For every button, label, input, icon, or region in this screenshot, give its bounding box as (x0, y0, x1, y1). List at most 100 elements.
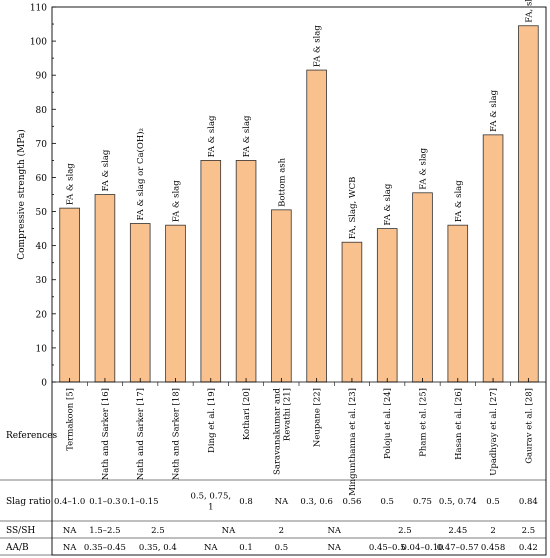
table-row-label: SS/SH (6, 526, 35, 536)
reference-label: Termakoon [5] (66, 388, 76, 451)
bar-annotation: FA & slag (66, 163, 76, 205)
reference-label-group: Ding et al. [19] (207, 388, 217, 453)
bar (341, 241, 363, 383)
bar-annotation: Bottom ash (277, 157, 287, 207)
reference-label: Mingunthanna et al. [23] (348, 388, 358, 496)
table-cell: 0.45–0.5 (369, 543, 406, 553)
table-cell: 0.4–1.0 (54, 497, 85, 507)
bar (306, 69, 327, 383)
reference-label: Nath and Sarker [16] (101, 388, 111, 480)
reference-label: Nath and Sarker [18] (172, 388, 182, 480)
reference-label-group: Gaurav et al. [28] (524, 388, 534, 464)
table-row-label: AA/B (5, 543, 29, 553)
bar (376, 228, 398, 383)
y-tick-label: 10 (36, 344, 48, 354)
table-cell: NA (204, 543, 218, 553)
bar-chart: FA & slag FA & slag FA & slag or Ca(OH)₂ FA… (16, 0, 547, 556)
bar (200, 160, 222, 383)
table-cell: 0.1 (239, 543, 253, 553)
table-cell: 0.5, 0.75, (191, 492, 232, 502)
reference-label: Kothari [20] (242, 388, 252, 440)
bar (94, 194, 116, 383)
table-cell: 0.5 (380, 497, 394, 507)
bar-annotation: FA & slag (207, 115, 217, 157)
bar (165, 224, 186, 383)
plot-frame (51, 6, 547, 556)
table-cell: 2 (279, 526, 284, 536)
reference-label-group: Neupane [22] (313, 388, 323, 447)
parameters-table: References Termakoon [5] Nath and Sarker [… (0, 382, 546, 556)
y-tick-label: 20 (36, 310, 48, 320)
bar-annotation: FA, slag, silica fume (524, 0, 534, 23)
table-cell: 2 (490, 526, 495, 536)
table-cell: 0.458 (481, 543, 505, 553)
table-cell: 0.1–0.15 (122, 497, 159, 507)
table-cell: 0.5 (275, 543, 289, 553)
table-cell: NA (327, 526, 341, 536)
reference-label: Pham et al. [25] (419, 388, 429, 457)
reference-label-group: Nath and Sarker [18] (172, 388, 182, 480)
table-cell: 0.35–0.45 (84, 543, 126, 553)
bar-annotation: FA & slag (383, 183, 393, 225)
reference-label: Hasan et al. [26] (454, 388, 464, 460)
y-tick-label: 90 (36, 72, 48, 82)
reference-label: Upadhyay et al. [27] (489, 388, 499, 476)
reference-label-group: Kothari [20] (242, 388, 252, 440)
table-cell: 2.5 (398, 526, 412, 536)
bar (518, 25, 539, 383)
bar (482, 134, 504, 383)
table-cell: 0.1–0.3 (89, 497, 120, 507)
reference-label-group: Termakoon [5] (66, 388, 76, 451)
bar-annotation: FA & slag (172, 180, 182, 222)
reference-label: Revathi [21] (282, 388, 292, 441)
bar-annotation: FA, Slag, WCB (348, 177, 358, 240)
bar-annotation: FA & slag (313, 25, 323, 67)
table-cell: 0.8 (239, 497, 253, 507)
reference-label-group: Pham et al. [25] (419, 388, 429, 457)
y-tick-label: 80 (36, 106, 48, 116)
reference-label-group: Saravanakumar and Revathi [21] (272, 387, 292, 474)
y-tick-label: 70 (36, 140, 48, 150)
table-cell: NA (327, 543, 341, 553)
table-cell: 0.47–0.57 (437, 543, 479, 553)
table-cell: 0.5 (486, 497, 500, 507)
reference-label-group: Upadhyay et al. [27] (489, 388, 499, 476)
bar-annotation: FA & slag or Ca(OH)₂ (135, 128, 146, 220)
reference-label-group: Nath and Sarker [16] (101, 388, 111, 480)
y-axis-label: Compressive strength (MPa) (16, 129, 27, 260)
table-cell: 2.5 (522, 526, 536, 536)
table-cell: 0.75 (413, 497, 432, 507)
bar (235, 160, 257, 383)
table-cell: NA (63, 526, 77, 536)
bar-annotation: FA & slag (419, 147, 429, 189)
table-cell: 0.04–0.10 (401, 543, 443, 553)
reference-label-group: Nath and Sarker [17] (136, 388, 146, 480)
table-cell: 0.5, 0.74 (439, 497, 477, 507)
reference-label-group: Mingunthanna et al. [23] (348, 388, 358, 496)
bar (59, 207, 80, 383)
bar-annotation: FA & slag (454, 180, 464, 222)
bar (271, 209, 292, 383)
reference-label-group: Hasan et al. [26] (454, 388, 464, 460)
table-cell: 0.35, 0.4 (139, 543, 177, 553)
table-cell: 0.42 (519, 543, 538, 553)
bar (447, 224, 469, 383)
table-cell: 1.5–2.5 (89, 526, 120, 536)
table-cell: NA (63, 543, 77, 553)
table-cell: 0.3, 0.6 (300, 497, 332, 507)
bar (129, 223, 151, 383)
table-cell: 2.45 (448, 526, 467, 536)
table-cell: NA (275, 497, 289, 507)
reference-label: Neupane [22] (313, 388, 323, 447)
reference-label: Poloju et al. [24] (383, 388, 393, 459)
y-tick-label: 100 (30, 38, 47, 48)
table-cell: NA (222, 526, 236, 536)
table-row-label: Slag ratio (6, 497, 51, 507)
y-tick-label: 0 (41, 379, 47, 389)
bar-annotation: FA & slag (489, 89, 499, 131)
table-cell: 2.5 (151, 526, 165, 536)
y-tick-label: 50 (36, 208, 48, 218)
references-label: References (6, 431, 58, 441)
y-tick-label: 110 (30, 4, 47, 14)
